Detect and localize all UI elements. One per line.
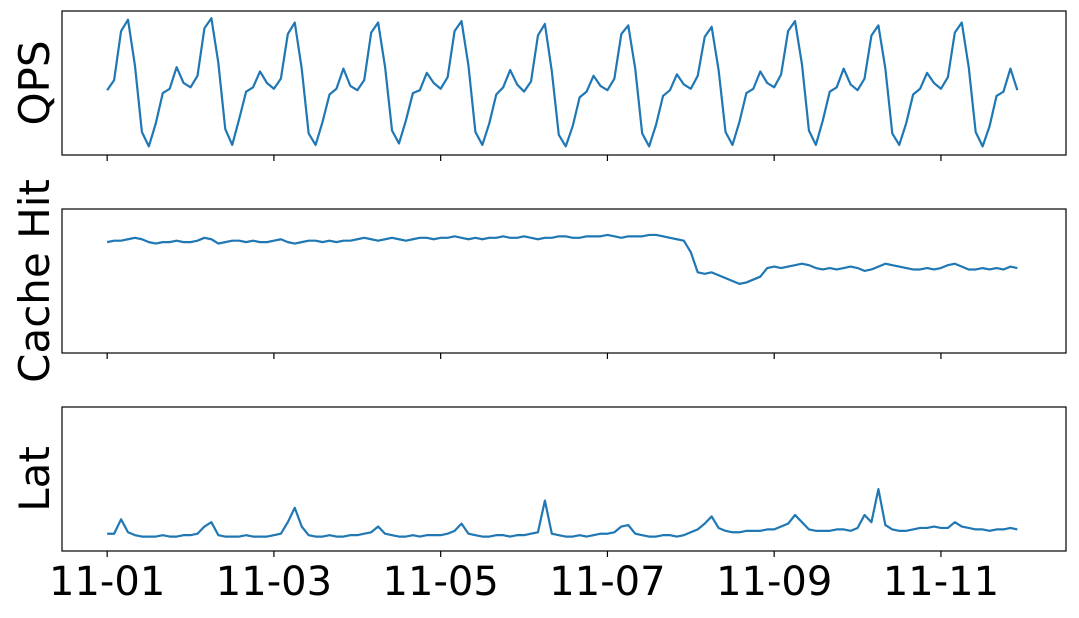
x-tick-label: 11-05 [383,559,499,605]
x-tick-label: 11-01 [49,559,165,605]
y-axis-label: Cache Hit [10,179,59,383]
plot-frame [61,10,1067,156]
data-line [106,233,1018,285]
data-line [107,487,1018,538]
y-axis-label: Lat [10,446,59,512]
plot-frame [61,406,1067,552]
data-line [106,17,1019,148]
plot-frame [61,208,1067,354]
y-axis-label: QPS [10,40,59,125]
x-tick-label: 11-07 [549,559,665,605]
x-tick-label: 11-03 [216,559,332,605]
x-tick-label: 11-09 [716,559,832,605]
x-tick-label: 11-11 [883,559,999,605]
